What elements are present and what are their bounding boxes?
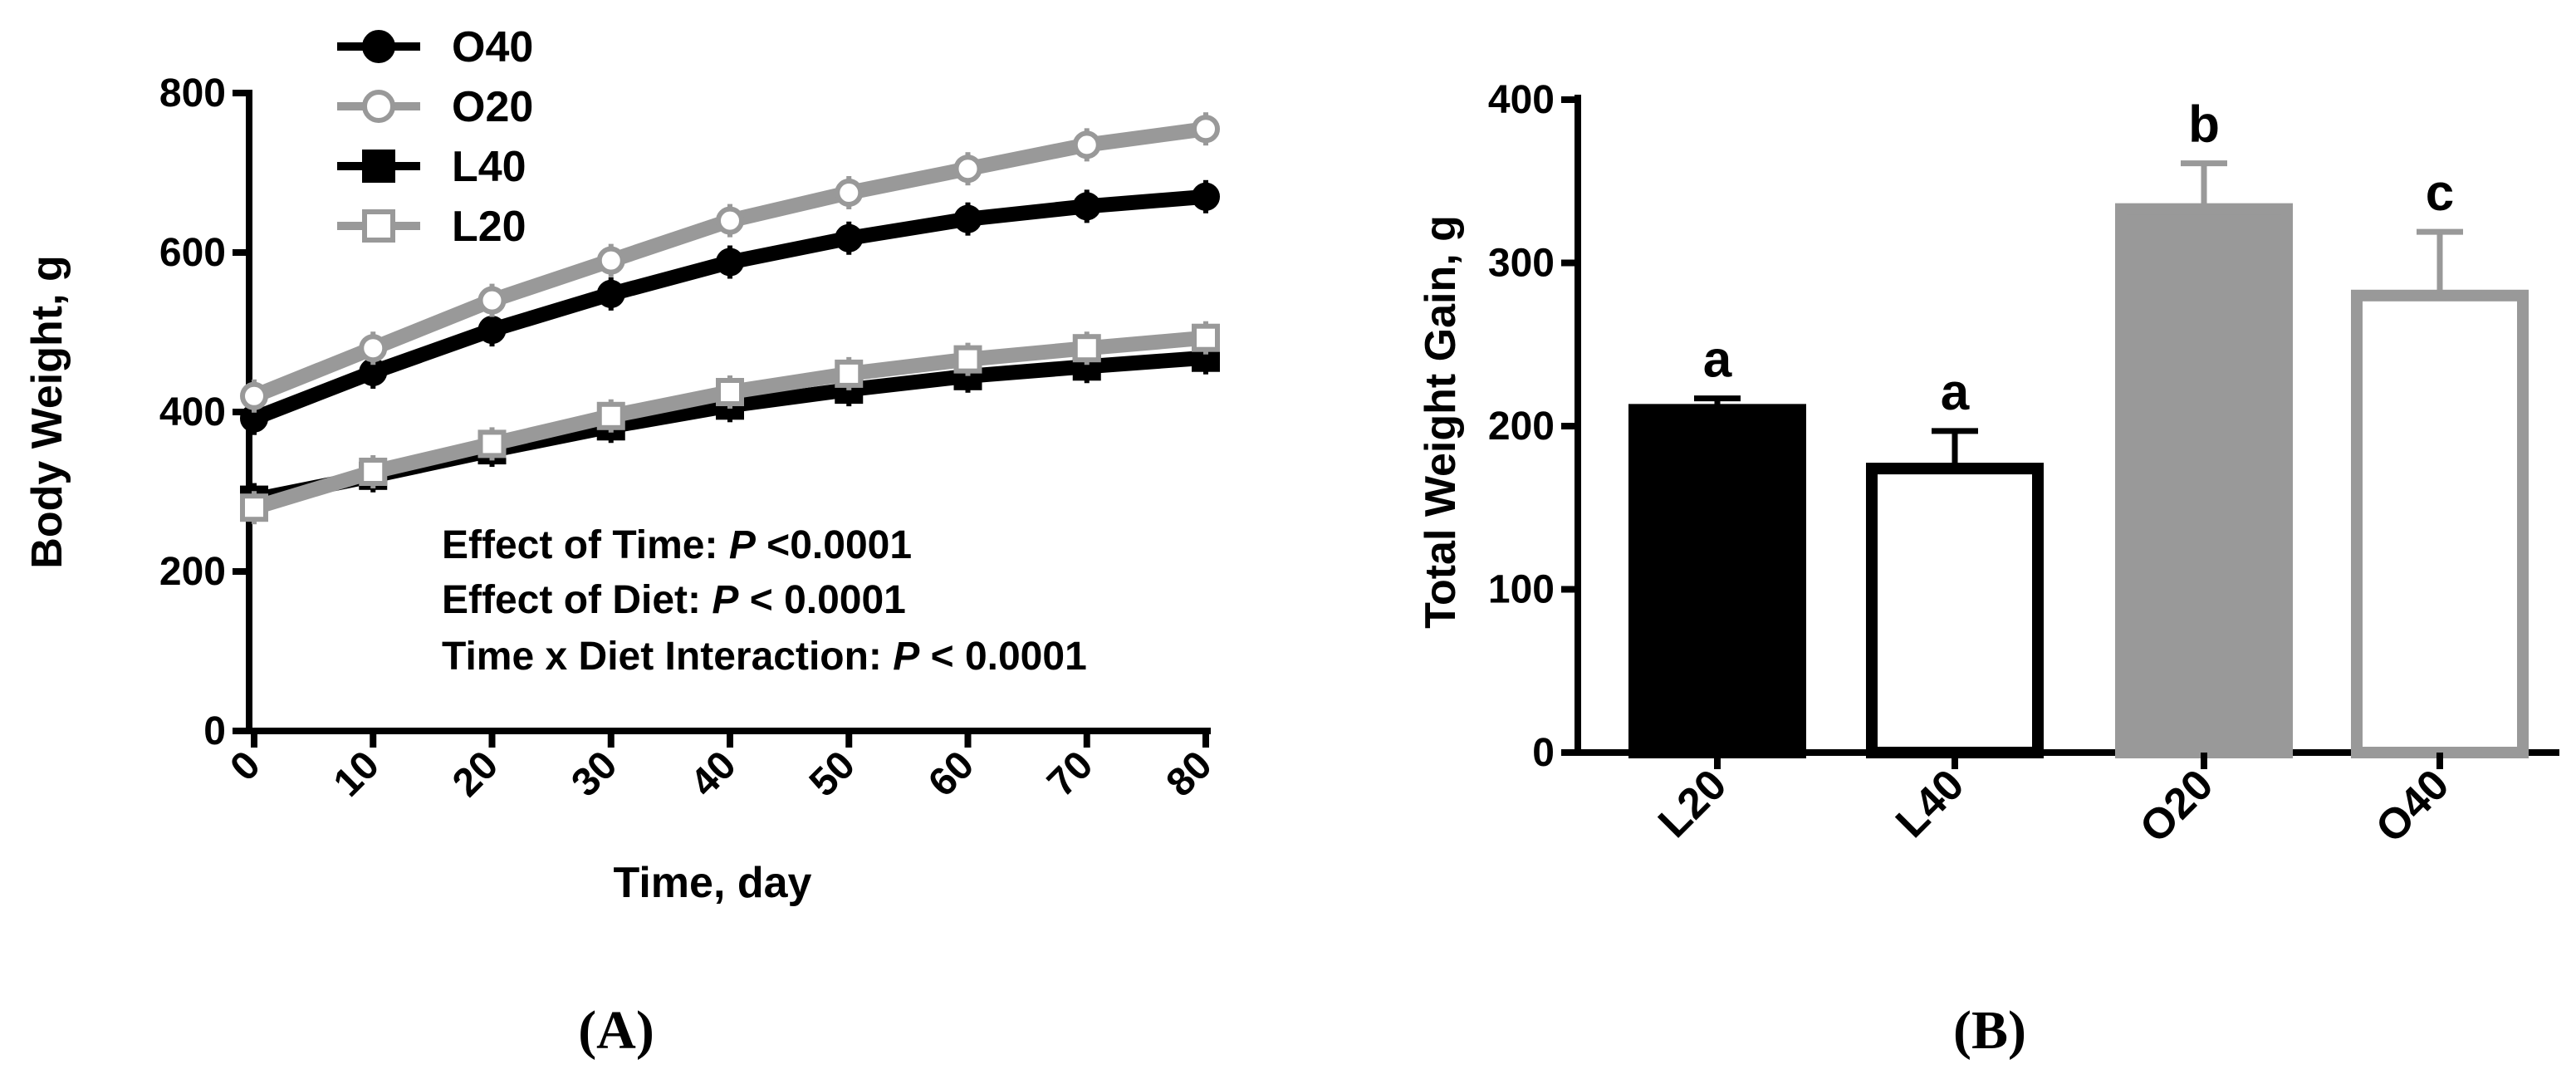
legend-item-L40: L40 [337, 143, 526, 191]
bar-L20: a [1628, 331, 1806, 758]
series-O20-marker [359, 334, 388, 363]
bar [1866, 463, 2044, 759]
x-tick-label: L20 [1649, 760, 1736, 846]
series-O20-marker [1192, 115, 1220, 144]
significance-letter: a [1703, 331, 1732, 389]
legend-label: O40 [452, 23, 533, 71]
y-tick-label: 200 [159, 550, 226, 594]
annotation-p: P [893, 635, 920, 679]
panel-b-label: (B) [1953, 1000, 2026, 1061]
y-tick-label: 800 [159, 71, 226, 115]
y-tick-label: 100 [1488, 568, 1555, 612]
y-tick-label: 0 [1532, 731, 1555, 775]
series-O20-marker [596, 246, 625, 275]
series-L40-marker [362, 150, 395, 183]
series-L20-marker [1192, 323, 1220, 352]
legend-label: L20 [452, 203, 526, 251]
panel-b-bar-chart: 0 100 200 300 400 Total Weight Gain, g a L20 a L4… [1417, 78, 2559, 852]
x-tick-label: 30 [563, 743, 625, 805]
legend-item-L20: L20 [337, 203, 526, 251]
bar-L40: a [1866, 364, 2044, 759]
series-L20-marker [362, 209, 395, 243]
panel-a-label: (A) [578, 1000, 654, 1061]
series-L20-marker [477, 429, 507, 459]
x-tick-label: 10 [326, 743, 388, 805]
x-tick-label: L40 [1887, 760, 1973, 846]
bar [1628, 404, 1806, 758]
series-O40-marker [1192, 182, 1220, 211]
series-O40-marker [835, 223, 864, 253]
series-O40-marker [1072, 192, 1101, 221]
series-O40-marker [953, 204, 982, 233]
y-tick-label: 400 [159, 390, 226, 434]
legend-label: L40 [452, 143, 526, 191]
annotation-suffix: < 0.0001 [738, 578, 906, 622]
series-O20-marker [835, 179, 864, 207]
x-tick-label: O40 [2367, 760, 2459, 852]
series-L20-marker [596, 401, 625, 430]
series-L20-marker [716, 378, 744, 406]
y-tick-label: 200 [1488, 405, 1555, 449]
series-O20-marker [1072, 130, 1101, 159]
series-O20-marker [953, 154, 982, 184]
series-O40-marker [716, 248, 744, 277]
panel-a-line-chart: 0 200 400 600 800 0 10 20 30 40 50 60 70 80 Body Weigh… [23, 23, 1221, 907]
series-L20-marker [953, 345, 982, 374]
annotation-text: Time x Diet Interaction: P < 0.0001 [442, 635, 1087, 679]
annotation-text: Effect of Time: P <0.0001 [442, 523, 912, 567]
bar-O20: b [2115, 96, 2293, 758]
significance-letter: b [2188, 96, 2220, 154]
x-tick-label: 80 [1158, 743, 1221, 805]
x-tick-label: 50 [801, 743, 864, 805]
significance-letter: a [1941, 364, 1970, 421]
series-O20-marker [362, 90, 395, 123]
annotation-suffix: <0.0001 [756, 523, 912, 567]
x-tick-label: 20 [444, 743, 507, 805]
x-tick-label: 60 [920, 743, 982, 805]
series-L20-marker [1072, 334, 1101, 363]
series-L20-marker [359, 458, 388, 486]
annotation-suffix: < 0.0001 [919, 635, 1087, 679]
series-L20-marker [835, 359, 864, 388]
y-tick-label: 0 [203, 709, 226, 753]
bar [2351, 289, 2529, 758]
y-tick-label: 400 [1488, 78, 1555, 122]
series-O40-marker [477, 316, 507, 345]
series-L20 [240, 321, 1220, 525]
significance-letter: c [2426, 164, 2454, 222]
bar [2115, 203, 2293, 758]
series-L20-marker [240, 493, 268, 522]
annotation-p: P [712, 578, 739, 622]
legend-item-O40: O40 [337, 23, 533, 71]
y-tick-label: 300 [1488, 242, 1555, 286]
series-O20-marker [240, 381, 268, 410]
series-O20-marker [716, 206, 744, 235]
bar-O40: c [2351, 164, 2529, 758]
legend-item-O20: O20 [337, 83, 533, 131]
legend-label: O20 [452, 83, 533, 131]
series-O40-marker [596, 279, 625, 308]
series-O20 [240, 112, 1220, 413]
x-tick-label: 0 [222, 743, 268, 789]
annotation-prefix: Effect of Diet: [442, 578, 712, 622]
x-tick-label: O20 [2131, 760, 2223, 852]
y-tick-label: 600 [159, 231, 226, 275]
annotation-p: P [729, 523, 757, 567]
series-O40-marker [362, 30, 395, 63]
y-axis-label: Body Weight, g [23, 255, 71, 568]
x-axis-label: Time, day [614, 859, 812, 907]
annotation-prefix: Effect of Time: [442, 523, 729, 567]
annotation-prefix: Time x Diet Interaction: [442, 635, 893, 679]
x-tick-label: 40 [683, 743, 745, 805]
x-tick-label: 70 [1039, 743, 1101, 805]
annotation-text: Effect of Diet: P < 0.0001 [442, 578, 906, 622]
series-O20-marker [477, 286, 507, 315]
y-axis-label: Total Weight Gain, g [1417, 215, 1465, 629]
